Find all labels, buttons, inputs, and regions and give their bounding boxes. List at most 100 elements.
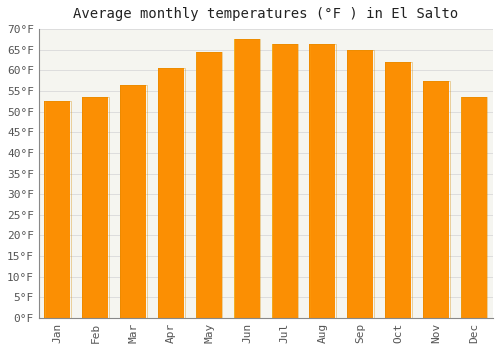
Bar [121,85,144,318]
Bar [235,39,258,318]
Bar [348,50,360,318]
Bar [386,62,393,318]
Bar [310,43,332,318]
Bar [46,101,62,318]
Bar [197,52,215,318]
Bar [159,68,175,318]
Bar [46,101,57,318]
Bar [83,97,89,318]
Bar [272,43,280,318]
Bar [121,85,136,318]
Bar [159,68,179,318]
Bar [83,97,97,318]
Bar [121,85,142,318]
Bar [348,50,352,318]
Bar [234,39,247,318]
Bar [84,97,107,318]
Bar [386,62,404,318]
Bar [385,62,411,318]
Bar [234,39,253,318]
Bar [272,43,287,318]
Bar [462,97,475,318]
Bar [424,80,428,318]
Bar [196,52,208,318]
Bar [272,43,276,318]
Bar [462,97,485,318]
Bar [462,97,479,318]
Bar [462,97,472,318]
Bar [159,68,172,318]
Bar [234,39,256,318]
Bar [424,80,439,318]
Bar [121,85,142,318]
Bar [196,52,222,318]
Bar [235,39,258,318]
Bar [234,39,248,318]
Bar [196,52,198,318]
Bar [159,68,180,318]
Bar [310,43,313,318]
Bar [462,97,467,318]
Bar [234,39,254,318]
Bar [197,52,216,318]
Bar [462,97,468,318]
Bar [424,80,432,318]
Bar [386,62,409,318]
Bar [159,68,178,318]
Bar [159,68,178,318]
Bar [45,101,46,318]
Bar [462,97,472,318]
Bar [83,97,95,318]
Bar [424,80,425,318]
Bar [83,97,96,318]
Bar [158,68,160,318]
Bar [196,52,201,318]
Bar [158,68,160,318]
Bar [272,43,278,318]
Bar [462,97,470,318]
Bar [121,85,142,318]
Bar [196,52,204,318]
Bar [272,43,281,318]
Bar [272,43,278,318]
Bar [348,50,366,318]
Bar [272,43,285,318]
Bar [121,85,128,318]
Bar [272,43,289,318]
Bar [235,39,258,318]
Bar [196,52,200,318]
Bar [234,39,242,318]
Bar [234,39,235,318]
Bar [196,52,206,318]
Bar [158,68,166,318]
Bar [310,43,314,318]
Bar [462,97,464,318]
Bar [84,97,108,318]
Bar [158,68,164,318]
Bar [462,97,484,318]
Bar [310,43,312,318]
Bar [121,85,136,318]
Bar [158,68,163,318]
Bar [45,101,48,318]
Bar [424,80,442,318]
Bar [462,97,475,318]
Bar [234,39,245,318]
Bar [272,43,291,318]
Bar [83,97,94,318]
Bar [45,101,52,318]
Bar [310,43,322,318]
Bar [272,43,293,318]
Bar [45,101,47,318]
Bar [424,80,436,318]
Bar [121,85,133,318]
Bar [348,50,373,318]
Bar [310,43,316,318]
Bar [386,62,396,318]
Bar [348,50,368,318]
Bar [234,39,240,318]
Bar [310,43,312,318]
Bar [197,52,218,318]
Bar [462,97,486,318]
Bar [424,80,442,318]
